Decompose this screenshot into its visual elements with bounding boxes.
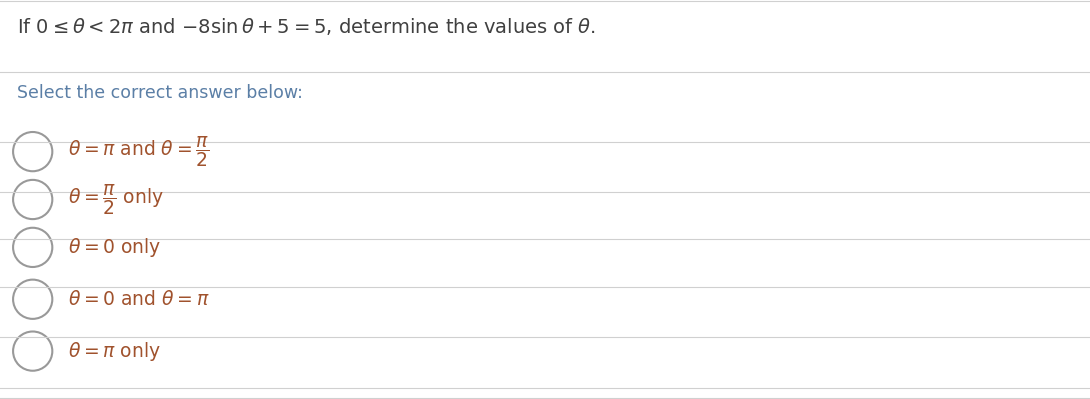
Text: $\theta = \pi$ and $\theta = \dfrac{\pi}{2}$: $\theta = \pi$ and $\theta = \dfrac{\pi}… [68,134,209,169]
Text: Select the correct answer below:: Select the correct answer below: [17,84,303,102]
Text: If $0 \leq \theta < 2\pi$ and $-8\sin\theta + 5 = 5$, determine the values of $\: If $0 \leq \theta < 2\pi$ and $-8\sin\th… [17,16,596,37]
Text: $\theta = 0$ and $\theta = \pi$: $\theta = 0$ and $\theta = \pi$ [68,290,209,309]
Text: $\theta = \dfrac{\pi}{2}$ only: $\theta = \dfrac{\pi}{2}$ only [68,182,164,217]
Text: $\theta = 0$ only: $\theta = 0$ only [68,236,161,259]
Text: $\theta = \pi$ only: $\theta = \pi$ only [68,340,160,363]
